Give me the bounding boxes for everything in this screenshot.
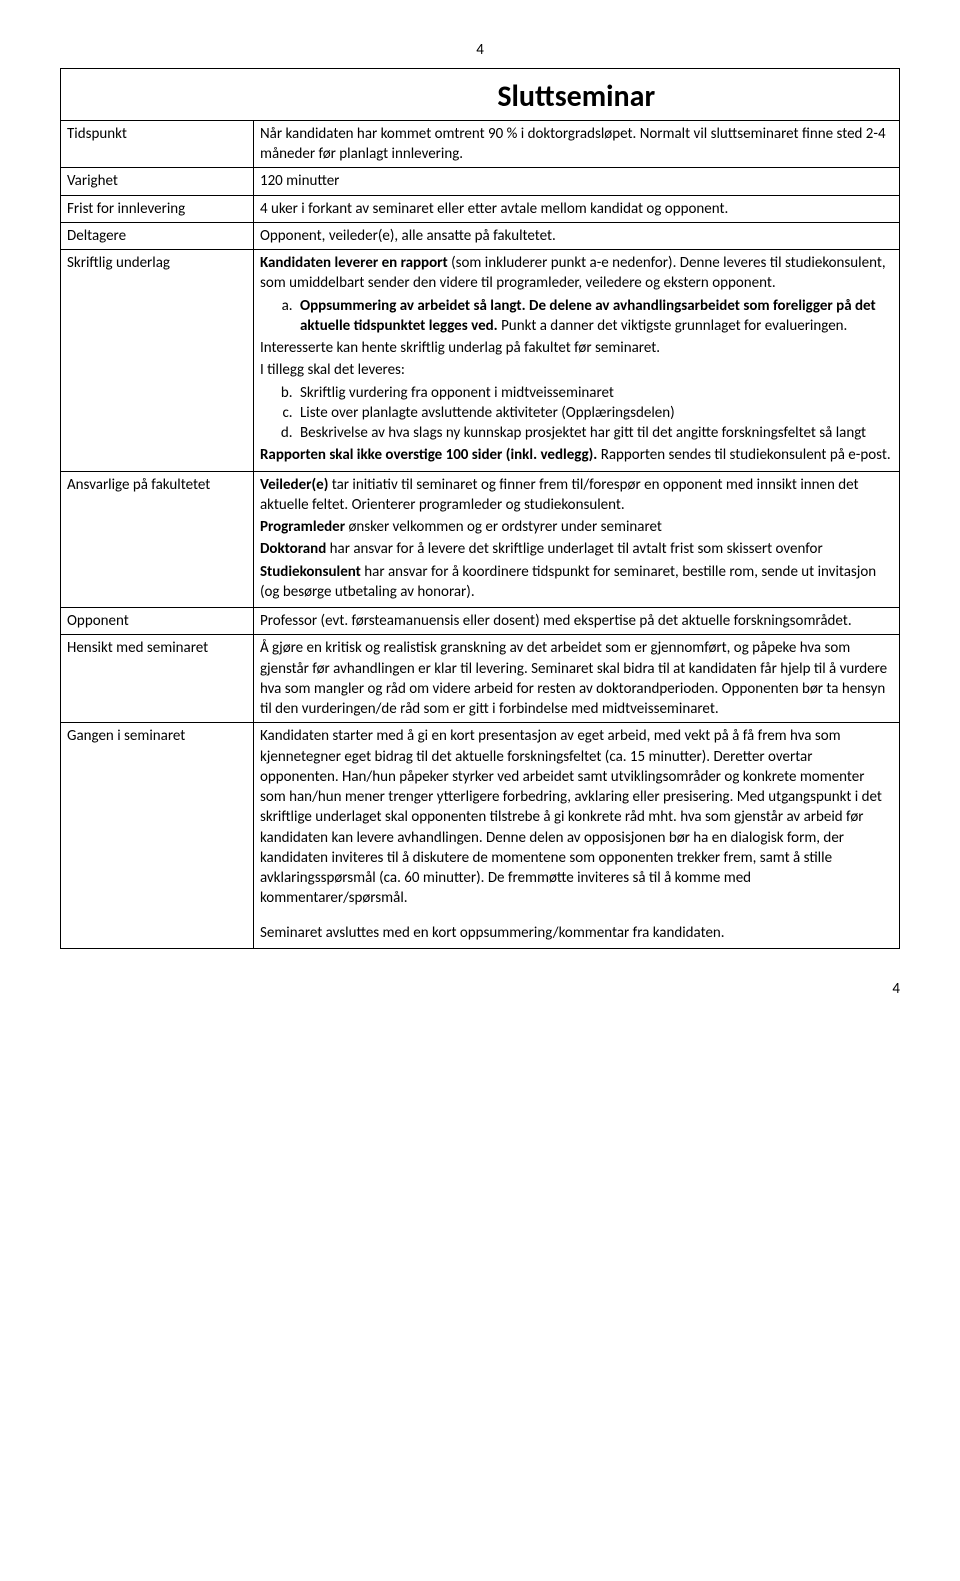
- skriftlig-line3: I tillegg skal det leveres:: [260, 360, 893, 380]
- row-skriftlig: Skriftlig underlag Kandidaten leverer en…: [61, 250, 900, 472]
- label-tidspunkt: Tidspunkt: [61, 120, 254, 168]
- sluttseminar-table: Sluttseminar Tidspunkt Når kandidaten ha…: [60, 68, 900, 949]
- gangen-p1: Kandidaten starter med å gi en kort pres…: [260, 726, 893, 908]
- gangen-p2: Seminaret avsluttes med en kort oppsumme…: [260, 923, 893, 943]
- ansvarlige-p1-b: Veileder(e): [260, 476, 328, 494]
- skriftlig-item-c: Liste over planlagte avsluttende aktivit…: [296, 403, 893, 423]
- skriftlig-a-rest: Punkt a danner det viktigste grunnlaget …: [498, 317, 848, 335]
- ansvarlige-p2-b: Programleder: [260, 518, 345, 536]
- label-opponent: Opponent: [61, 608, 254, 635]
- skriftlig-end-bold: Rapporten skal ikke overstige 100 sider …: [260, 446, 597, 464]
- label-frist: Frist for innlevering: [61, 195, 254, 222]
- label-varighet: Varighet: [61, 168, 254, 195]
- ansvarlige-p2-r: ønsker velkommen og er ordstyrer under s…: [345, 518, 662, 536]
- value-frist: 4 uker i forkant av seminaret eller ette…: [253, 195, 899, 222]
- value-deltagere: Opponent, veileder(e), alle ansatte på f…: [253, 222, 899, 249]
- value-hensikt: Å gjøre en kritisk og realistisk granskn…: [253, 635, 899, 723]
- ansvarlige-p1-r: tar initiativ til seminaret og finner fr…: [260, 476, 859, 514]
- skriftlig-item-a: Oppsummering av arbeidet så langt. De de…: [296, 296, 893, 337]
- row-gangen: Gangen i seminaret Kandidaten starter me…: [61, 723, 900, 949]
- row-ansvarlige: Ansvarlige på fakultetet Veileder(e) tar…: [61, 471, 900, 608]
- value-opponent: Professor (evt. førsteamanuensis eller d…: [253, 608, 899, 635]
- ansvarlige-p3-r: har ansvar for å levere det skriftlige u…: [326, 540, 822, 558]
- skriftlig-item-d: Beskrivelse av hva slags ny kunnskap pro…: [296, 423, 893, 443]
- row-opponent: Opponent Professor (evt. førsteamanuensi…: [61, 608, 900, 635]
- label-gangen: Gangen i seminaret: [61, 723, 254, 949]
- label-hensikt: Hensikt med seminaret: [61, 635, 254, 723]
- title-row: Sluttseminar: [61, 69, 900, 121]
- row-hensikt: Hensikt med seminaret Å gjøre en kritisk…: [61, 635, 900, 723]
- value-ansvarlige: Veileder(e) tar initiativ til seminaret …: [253, 471, 899, 608]
- value-gangen: Kandidaten starter med å gi en kort pres…: [253, 723, 899, 949]
- label-skriftlig: Skriftlig underlag: [61, 250, 254, 472]
- row-frist: Frist for innlevering 4 uker i forkant a…: [61, 195, 900, 222]
- value-tidspunkt: Når kandidaten har kommet omtrent 90 % i…: [253, 120, 899, 168]
- label-ansvarlige: Ansvarlige på fakultetet: [61, 471, 254, 608]
- row-deltagere: Deltagere Opponent, veileder(e), alle an…: [61, 222, 900, 249]
- page-number-bottom: 4: [60, 979, 900, 999]
- ansvarlige-p4-b: Studiekonsulent: [260, 563, 361, 581]
- ansvarlige-p3-b: Doktorand: [260, 540, 326, 558]
- label-deltagere: Deltagere: [61, 222, 254, 249]
- skriftlig-item-b: Skriftlig vurdering fra opponent i midtv…: [296, 383, 893, 403]
- row-tidspunkt: Tidspunkt Når kandidaten har kommet omtr…: [61, 120, 900, 168]
- skriftlig-line2: Interesserte kan hente skriftlig underla…: [260, 338, 893, 358]
- skriftlig-intro-bold: Kandidaten leverer en rapport: [260, 254, 448, 272]
- value-varighet: 120 minutter: [253, 168, 899, 195]
- row-varighet: Varighet 120 minutter: [61, 168, 900, 195]
- value-skriftlig: Kandidaten leverer en rapport (som inklu…: [253, 250, 899, 472]
- skriftlig-end-rest: Rapporten sendes til studiekonsulent på …: [597, 446, 890, 464]
- table-title: Sluttseminar: [253, 69, 899, 121]
- page-number-top: 4: [60, 40, 900, 60]
